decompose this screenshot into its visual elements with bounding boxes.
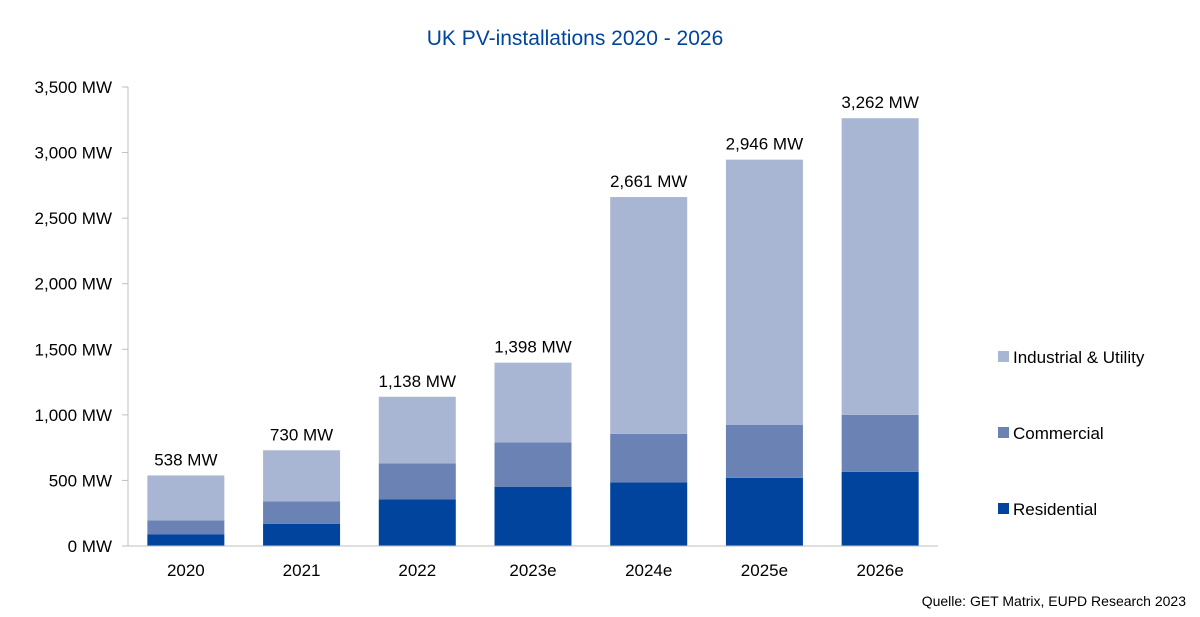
bar-residential-2025e [725,477,803,546]
source-note: Quelle: GET Matrix, EUPD Research 2023 [922,593,1187,609]
x-axis: 2020 2021 2022 2023e 2024e 2025e 2026e [128,545,938,580]
bar-commercial-2025e [725,424,803,478]
bar-industrial-utility-2021 [263,450,341,502]
bar-commercial-2022 [378,463,456,500]
bar-commercial-2024e [610,433,688,483]
total-labels: 538 MW 730 MW 1,138 MW 1,398 MW 2,661 MW 2,94… [154,93,919,469]
total-label: 2,661 MW [610,172,687,191]
total-label: 3,262 MW [841,93,918,112]
y-tick-label: 3,000 MW [35,144,112,163]
bar-industrial-utility-2020 [147,475,225,521]
x-tick-label: 2022 [398,561,436,580]
y-axis: 0 MW 500 MW 1,000 MW 1,500 MW 2,000 MW 2,500 … [35,78,129,556]
bar-industrial-utility-2026e [841,118,919,415]
y-tick-label: 500 MW [49,471,112,490]
total-label: 2,946 MW [726,135,803,154]
x-tick-label: 2024e [625,561,672,580]
total-label: 1,398 MW [494,338,571,357]
legend-label: Industrial & Utility [1013,348,1145,367]
y-tick-label: 2,500 MW [35,209,112,228]
x-tick-label: 2023e [509,561,556,580]
bars [147,118,919,546]
y-tick-label: 1,000 MW [35,406,112,425]
chart-title: UK PV-installations 2020 - 2026 [427,27,724,50]
bar-commercial-2020 [147,520,225,535]
bar-residential-2026e [841,471,919,546]
y-tick-label: 3,500 MW [35,78,112,97]
bar-residential-2024e [610,482,688,546]
bar-commercial-2023e [494,442,572,487]
bar-residential-2021 [263,523,341,546]
legend-swatch [998,427,1009,438]
x-tick-label: 2026e [857,561,904,580]
bar-residential-2022 [378,499,456,546]
bar-residential-2023e [494,486,572,546]
x-tick-label: 2020 [167,561,205,580]
bar-industrial-utility-2022 [378,396,456,464]
y-tick-label: 1,500 MW [35,340,112,359]
legend-label: Residential [1013,500,1097,519]
bar-industrial-utility-2025e [725,159,803,425]
total-label: 1,138 MW [379,372,456,391]
bar-industrial-utility-2024e [610,197,688,434]
total-label: 730 MW [270,425,333,444]
x-tick-label: 2025e [741,561,788,580]
bar-commercial-2026e [841,414,919,472]
y-tick-label: 2,000 MW [35,275,112,294]
legend-swatch [998,503,1009,514]
y-tick-label: 0 MW [68,537,112,556]
bar-industrial-utility-2023e [494,362,572,443]
x-tick-label: 2021 [283,561,321,580]
legend-swatch [998,351,1009,362]
bar-commercial-2021 [263,501,341,524]
total-label: 538 MW [154,450,217,469]
legend-label: Commercial [1013,424,1104,443]
bar-residential-2020 [147,534,225,546]
legend: Industrial & Utility Commercial Residentia… [998,348,1145,519]
